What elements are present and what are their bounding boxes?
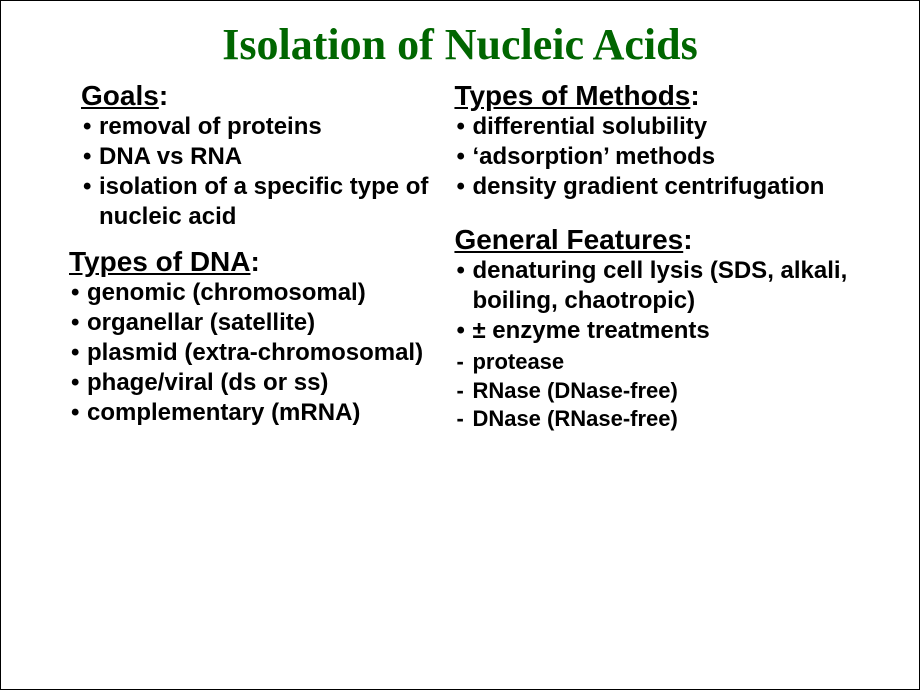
right-column: Types of Methods: differential solubilit… bbox=[454, 80, 859, 448]
list-sub-item: DNase (RNase-free) bbox=[454, 405, 859, 434]
list-item: plasmid (extra-chromosomal) bbox=[69, 338, 454, 368]
list-item: ± enzyme treatments bbox=[454, 316, 859, 346]
heading-features-text: General Features bbox=[454, 224, 683, 255]
list-item: genomic (chromosomal) bbox=[69, 278, 454, 308]
list-item: ‘adsorption’ methods bbox=[454, 142, 859, 172]
list-item: phage/viral (ds or ss) bbox=[69, 368, 454, 398]
slide-title: Isolation of Nucleic Acids bbox=[1, 1, 919, 80]
list-item: complementary (mRNA) bbox=[69, 398, 454, 428]
list-features-sub: protease RNase (DNase-free) DNase (RNase… bbox=[454, 348, 859, 434]
list-item: differential solubility bbox=[454, 112, 859, 142]
list-features: denaturing cell lysis (SDS, alkali, boil… bbox=[454, 256, 859, 346]
list-item: denaturing cell lysis (SDS, alkali, boil… bbox=[454, 256, 859, 316]
heading-types-dna-text: Types of DNA bbox=[69, 246, 251, 277]
list-item: density gradient centrifugation bbox=[454, 172, 859, 202]
section-methods: Types of Methods: differential solubilit… bbox=[454, 80, 859, 202]
list-goals: removal of proteins DNA vs RNA isolation… bbox=[81, 112, 454, 232]
list-item: removal of proteins bbox=[81, 112, 454, 142]
section-goals: Goals: removal of proteins DNA vs RNA is… bbox=[81, 80, 454, 232]
list-item: DNA vs RNA bbox=[81, 142, 454, 172]
heading-methods: Types of Methods: bbox=[454, 80, 859, 112]
list-methods: differential solubility ‘adsorption’ met… bbox=[454, 112, 859, 202]
list-sub-item: RNase (DNase-free) bbox=[454, 377, 859, 406]
section-types-dna: Types of DNA: genomic (chromosomal) orga… bbox=[69, 246, 454, 428]
list-item: organellar (satellite) bbox=[69, 308, 454, 338]
list-types-dna: genomic (chromosomal) organellar (satell… bbox=[69, 278, 454, 428]
heading-features: General Features: bbox=[454, 224, 859, 256]
heading-goals-text: Goals bbox=[81, 80, 159, 111]
content-columns: Goals: removal of proteins DNA vs RNA is… bbox=[1, 80, 919, 448]
heading-methods-text: Types of Methods bbox=[454, 80, 690, 111]
heading-goals: Goals: bbox=[81, 80, 454, 112]
heading-types-dna: Types of DNA: bbox=[69, 246, 454, 278]
list-sub-item: protease bbox=[454, 348, 859, 377]
section-features: General Features: denaturing cell lysis … bbox=[454, 224, 859, 434]
list-item: isolation of a specific type of nucleic … bbox=[81, 172, 454, 232]
left-column: Goals: removal of proteins DNA vs RNA is… bbox=[81, 80, 454, 448]
